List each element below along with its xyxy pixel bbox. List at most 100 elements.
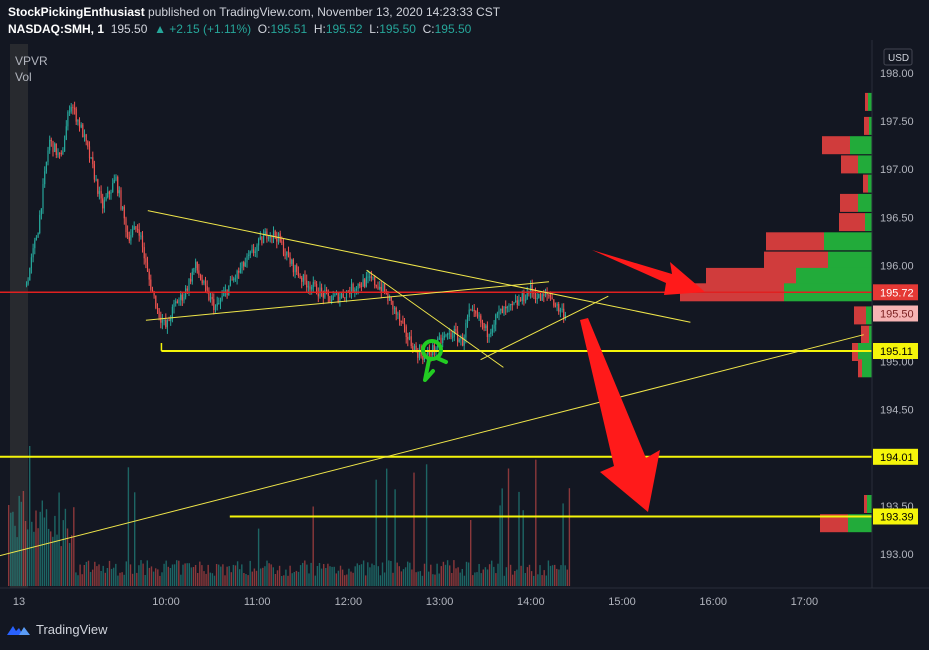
candle-body [297, 271, 299, 276]
price-label-box [873, 508, 918, 525]
volume-bar [404, 567, 407, 586]
volume-bar [62, 520, 64, 586]
volume-bar [465, 561, 468, 586]
trendline[interactable] [147, 210, 691, 323]
volume-bar [24, 521, 27, 586]
indicator-vpvr[interactable]: VPVR [15, 54, 48, 68]
candle-body [448, 333, 450, 335]
author-name[interactable]: StockPickingEnthusiast [8, 5, 145, 19]
candle-body [249, 251, 251, 255]
candle-body [505, 307, 507, 309]
volume-bar [432, 574, 434, 586]
candle-body [450, 333, 452, 338]
volume-bar [251, 571, 253, 586]
volume-bar [415, 572, 417, 586]
candle-body [138, 229, 140, 236]
candle-body [163, 320, 165, 322]
volume-bar [451, 573, 453, 586]
candle-body [241, 262, 243, 269]
volume-bar [20, 501, 22, 586]
price-label: 195.11 [880, 346, 913, 358]
volume-bar [377, 566, 379, 586]
trendline[interactable] [145, 281, 550, 321]
trendline[interactable] [0, 334, 864, 576]
volume-bar [98, 564, 100, 586]
candle-body [475, 311, 477, 314]
volume-bar [8, 505, 10, 586]
candle-body [561, 308, 563, 310]
candle-body [344, 297, 346, 299]
candle-body [186, 288, 188, 291]
candle-body [287, 251, 290, 258]
volume-bar [167, 566, 169, 586]
candle-body [486, 325, 488, 337]
vpvr-up-bar [868, 92, 872, 111]
volume-bar [358, 565, 361, 586]
volume-bar [100, 571, 102, 586]
candle-body [87, 141, 89, 147]
candle-body [204, 281, 207, 287]
vpvr-up-bar [868, 174, 872, 193]
vpvr-up-bar [865, 213, 872, 232]
volume-bar [390, 561, 392, 586]
candle-body [64, 140, 66, 152]
candle-body [254, 251, 256, 253]
volume-bar [503, 575, 505, 586]
currency-box [883, 48, 913, 66]
volume-bar [83, 565, 85, 586]
trendline[interactable] [480, 295, 609, 361]
candle-body [45, 161, 47, 172]
volume-bar [423, 563, 426, 586]
volume-bar [117, 575, 119, 586]
candle-body [443, 335, 445, 338]
candle-body [102, 198, 104, 209]
volume-bar [533, 575, 535, 586]
candle-body [93, 164, 95, 180]
volume-bar [152, 571, 155, 586]
candle-body [291, 259, 293, 264]
volume-bar [104, 572, 106, 586]
volume-bar [138, 565, 140, 586]
candle-body [465, 323, 467, 338]
candle-body [150, 279, 152, 290]
candle-body [52, 141, 54, 152]
indicator-volume[interactable]: Vol [15, 70, 32, 84]
volume-bar [339, 565, 342, 586]
candle-body [447, 333, 449, 335]
candle-body [390, 297, 392, 301]
volume-bar [41, 500, 43, 586]
candle-body [98, 191, 100, 194]
candle-body [34, 240, 36, 249]
volume-bar [518, 491, 520, 586]
symbol-name[interactable]: NASDAQ:SMH, 1 [8, 22, 105, 36]
volume-bar [54, 515, 56, 586]
candle-body [55, 143, 57, 155]
candle-body [369, 276, 371, 278]
candle-body [62, 151, 64, 155]
trendline[interactable] [366, 269, 504, 368]
vpvr-down-bar [706, 267, 796, 286]
volume-bar [383, 572, 386, 586]
vpvr-up-bar [828, 251, 872, 270]
volume-bar [560, 565, 562, 586]
volume-bar [213, 575, 216, 586]
candle-body [481, 322, 484, 324]
x-tick-label: 11:00 [244, 596, 271, 608]
candle-body [394, 307, 396, 310]
candle-body [523, 293, 525, 302]
candle-body [30, 257, 32, 269]
candle-body [455, 329, 457, 332]
candle-body [364, 279, 366, 287]
volume-bar [341, 569, 344, 586]
volume-bar [388, 560, 390, 586]
candle-body [324, 289, 326, 298]
volume-bar [444, 564, 447, 586]
volume-bar [554, 564, 556, 586]
price-label: 194.01 [880, 452, 914, 464]
candle-body [117, 176, 119, 194]
volume-bar [467, 562, 470, 586]
candle-body [259, 236, 261, 239]
tradingview-footer[interactable]: TradingView [6, 622, 108, 637]
volume-bar [411, 569, 413, 586]
